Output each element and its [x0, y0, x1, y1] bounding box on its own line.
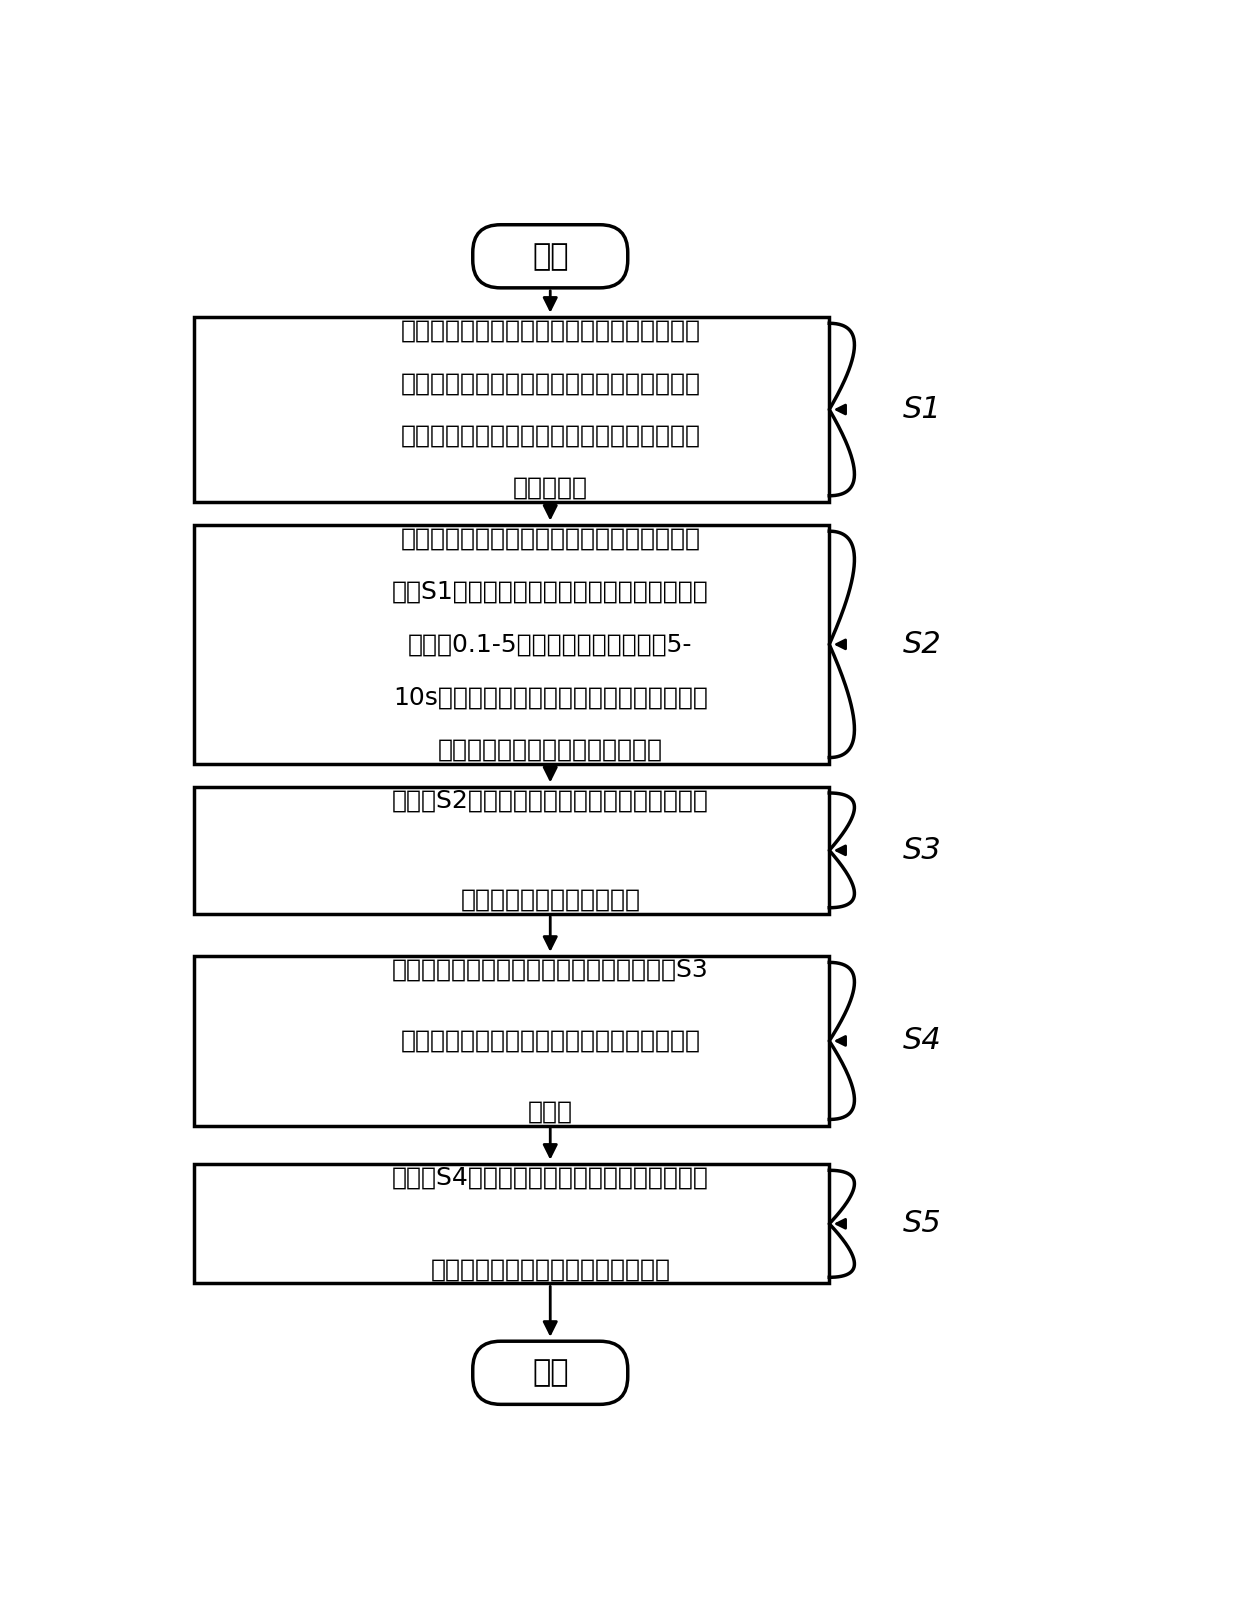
Text: 满针体制作液，获得注液微针母模: 满针体制作液，获得注液微针母模 [438, 739, 662, 761]
Text: S5: S5 [903, 1209, 941, 1238]
Bar [193, 787, 830, 915]
Text: 采用硅微针作为模具，经过注模、干燥和脱模: 采用硅微针作为模具，经过注模、干燥和脱模 [401, 318, 701, 343]
Bar [193, 525, 830, 764]
Text: 10s，循环三次，使所述微针母模上的针体充: 10s，循环三次，使所述微针母模上的针体充 [393, 685, 708, 709]
Text: 模设有针孔: 模设有针孔 [513, 477, 588, 499]
Bar [193, 1164, 830, 1283]
FancyBboxPatch shape [472, 225, 627, 288]
Bar [193, 317, 830, 503]
Text: 将步骤S2中注液微针母模放入烘风干燥箱内进: 将步骤S2中注液微针母模放入烘风干燥箱内进 [392, 789, 709, 813]
Text: 氧烷母模或者聚四氟乙烯母模，且所述微针母: 氧烷母模或者聚四氟乙烯母模，且所述微针母 [401, 423, 701, 448]
Text: 行干燥，获得干燥微针母模: 行干燥，获得干燥微针母模 [460, 889, 640, 911]
Text: 开始: 开始 [532, 242, 568, 271]
Text: 剥离，获得苯乙基间苯二酚微针贴片: 剥离，获得苯乙基间苯二酚微针贴片 [430, 1257, 671, 1281]
Text: 气压为0.1-5个大气压，保持时间为5-: 气压为0.1-5个大气压，保持时间为5- [408, 632, 692, 656]
Text: 中的干燥微针母模，并进行干燥，获得成型微: 中的干燥微针母模，并进行干燥，获得成型微 [401, 1029, 701, 1054]
Text: S1: S1 [903, 394, 941, 423]
Bar [193, 957, 830, 1126]
Text: 步骤S1中的微针母模上，在密闭空间内，调整: 步骤S1中的微针母模上，在密闭空间内，调整 [392, 580, 708, 604]
Text: S2: S2 [903, 630, 941, 659]
Text: 将含有透明质酸钠的背衬制作液平铺到步骤S3: 将含有透明质酸钠的背衬制作液平铺到步骤S3 [392, 958, 708, 983]
Text: 针贴片: 针贴片 [528, 1100, 573, 1123]
Text: 将含有苯乙基间苯二酚的针体制作液，平铺到: 将含有苯乙基间苯二酚的针体制作液，平铺到 [401, 527, 701, 551]
Text: S4: S4 [903, 1026, 941, 1055]
Text: S3: S3 [903, 835, 941, 865]
Text: 将步骤S4中的成型微针贴片从所述微针母模上: 将步骤S4中的成型微针贴片从所述微针母模上 [392, 1167, 709, 1189]
Text: ，获得微针母模，所述微针母模为聚二甲基硅: ，获得微针母模，所述微针母模为聚二甲基硅 [401, 372, 701, 396]
Text: 结束: 结束 [532, 1359, 568, 1387]
FancyBboxPatch shape [472, 1341, 627, 1404]
